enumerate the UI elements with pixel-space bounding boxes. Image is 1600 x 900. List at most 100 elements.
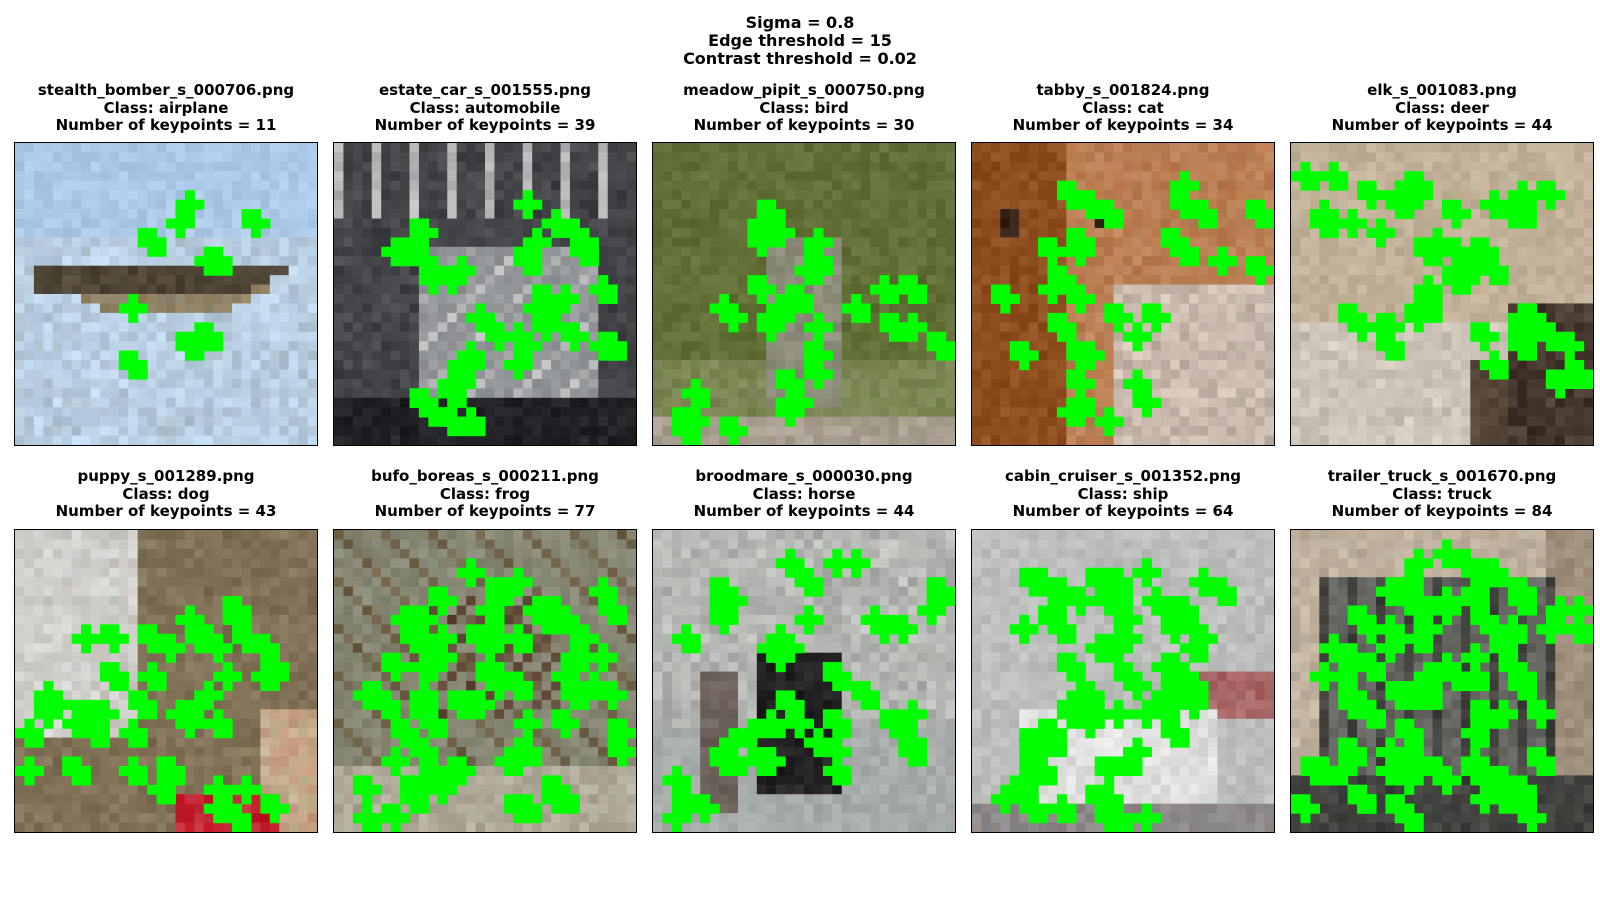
keypoint-marker (213, 662, 243, 692)
keypoint-marker (137, 662, 167, 692)
keypoint-marker (775, 548, 805, 578)
keypoint-marker (822, 756, 852, 786)
keypoint-marker (785, 709, 815, 739)
keypoint-marker (428, 586, 458, 616)
keypoint-marker (456, 558, 486, 588)
keypoint-image (653, 143, 955, 445)
keypoint-count: Number of keypoints = 34 (1012, 116, 1234, 134)
keypoint-marker (709, 294, 739, 323)
keypoint-marker (99, 662, 129, 692)
keypoint-marker (1404, 548, 1434, 578)
keypoint-marker (1151, 690, 1181, 720)
keypoint-marker (870, 275, 899, 305)
image-thumbnail (652, 142, 956, 446)
keypoint-marker (1385, 190, 1415, 220)
keypoint-marker (1170, 596, 1200, 625)
keypoint-marker (33, 681, 63, 710)
keypoint-marker (756, 709, 786, 739)
keypoint-marker (898, 699, 928, 729)
keypoint-marker (737, 718, 767, 748)
keypoint-marker (569, 643, 599, 673)
keypoint-markers (352, 558, 636, 832)
panel-title: broodmare_s_000030.png Class: horse Numb… (612, 467, 996, 521)
keypoint-marker (1104, 624, 1134, 654)
keypoint-count: Number of keypoints = 77 (374, 502, 596, 520)
keypoint-markers (381, 190, 628, 437)
class-label: Class: airplane (103, 98, 229, 117)
keypoint-marker (1328, 662, 1358, 692)
keypoint-marker (1564, 614, 1593, 644)
keypoint-count: Number of keypoints = 39 (374, 116, 596, 134)
panel-title: bufo_boreas_s_000211.png Class: frog Num… (293, 467, 677, 521)
keypoint-marker (118, 294, 148, 323)
keypoint-marker (990, 784, 1020, 814)
keypoint-markers (15, 596, 290, 832)
keypoint-marker (1460, 643, 1490, 673)
keypoint-marker (184, 331, 214, 361)
keypoint-markers (1291, 539, 1593, 832)
keypoint-marker (1413, 294, 1443, 323)
keypoint-marker (588, 577, 618, 607)
keypoint-marker (1338, 737, 1368, 767)
keypoint-marker (147, 775, 177, 805)
keypoint-marker (851, 681, 881, 710)
keypoint-count: Number of keypoints = 84 (1331, 502, 1553, 520)
keypoint-count: Number of keypoints = 64 (1012, 502, 1234, 520)
keypoint-marker (175, 709, 205, 739)
image-thumbnail (333, 142, 637, 446)
keypoint-marker (794, 605, 824, 635)
keypoint-marker (1123, 737, 1152, 767)
keypoint-marker (775, 397, 805, 427)
keypoint-marker (409, 652, 439, 682)
keypoint-marker (352, 775, 382, 805)
keypoint-marker (1056, 652, 1086, 682)
keypoint-marker (503, 794, 533, 824)
panel-title: tabby_s_001824.png Class: cat Number of … (931, 81, 1315, 135)
keypoint-marker (1170, 171, 1200, 201)
keypoint-marker (1309, 209, 1339, 238)
keypoint-marker (1085, 633, 1115, 663)
keypoint-marker (1555, 331, 1585, 361)
keypoint-marker (709, 605, 739, 635)
keypoint-marker (203, 775, 233, 805)
keypoint-marker (128, 690, 158, 720)
image-filename: cabin_cruiser_s_001352.png (1004, 467, 1242, 485)
keypoint-marker (99, 624, 129, 654)
keypoint-marker (194, 246, 224, 276)
keypoint-marker (166, 209, 195, 238)
image-thumbnail (14, 142, 318, 446)
image-filename: meadow_pipit_s_000750.png (683, 81, 925, 99)
keypoint-marker (1066, 227, 1096, 257)
keypoint-marker (475, 596, 505, 625)
keypoint-marker (1404, 747, 1434, 776)
keypoint-marker (513, 190, 543, 220)
keypoint-marker (551, 662, 580, 692)
keypoint-marker (447, 360, 477, 389)
keypoint-marker (1245, 199, 1274, 229)
keypoint-marker (1132, 558, 1162, 588)
keypoint-marker (579, 671, 609, 701)
keypoint-marker (532, 605, 562, 635)
keypoint-marker (250, 662, 280, 692)
keypoint-image (1291, 530, 1593, 832)
keypoint-marker (503, 624, 533, 654)
keypoint-marker (1375, 737, 1405, 767)
keypoint-marker (690, 794, 720, 824)
keypoint-marker (1038, 275, 1067, 305)
keypoint-marker (184, 690, 214, 720)
keypoint-marker (766, 643, 796, 673)
keypoint-marker (1038, 237, 1067, 267)
keypoint-marker (1123, 322, 1152, 352)
keypoint-marker (250, 633, 280, 663)
keypoint-marker (898, 737, 928, 767)
panel-title: estate_car_s_001555.png Class: automobil… (293, 81, 677, 135)
keypoint-marker (203, 709, 233, 739)
keypoint-marker (598, 331, 628, 361)
keypoint-marker (118, 718, 148, 748)
keypoint-marker (71, 624, 101, 654)
keypoint-marker (671, 624, 701, 654)
keypoint-marker (747, 275, 777, 305)
image-filename: tabby_s_001824.png (1036, 81, 1210, 99)
image-filename: puppy_s_001289.png (77, 467, 255, 485)
sigma-label: Sigma = 0.8 (745, 13, 855, 32)
